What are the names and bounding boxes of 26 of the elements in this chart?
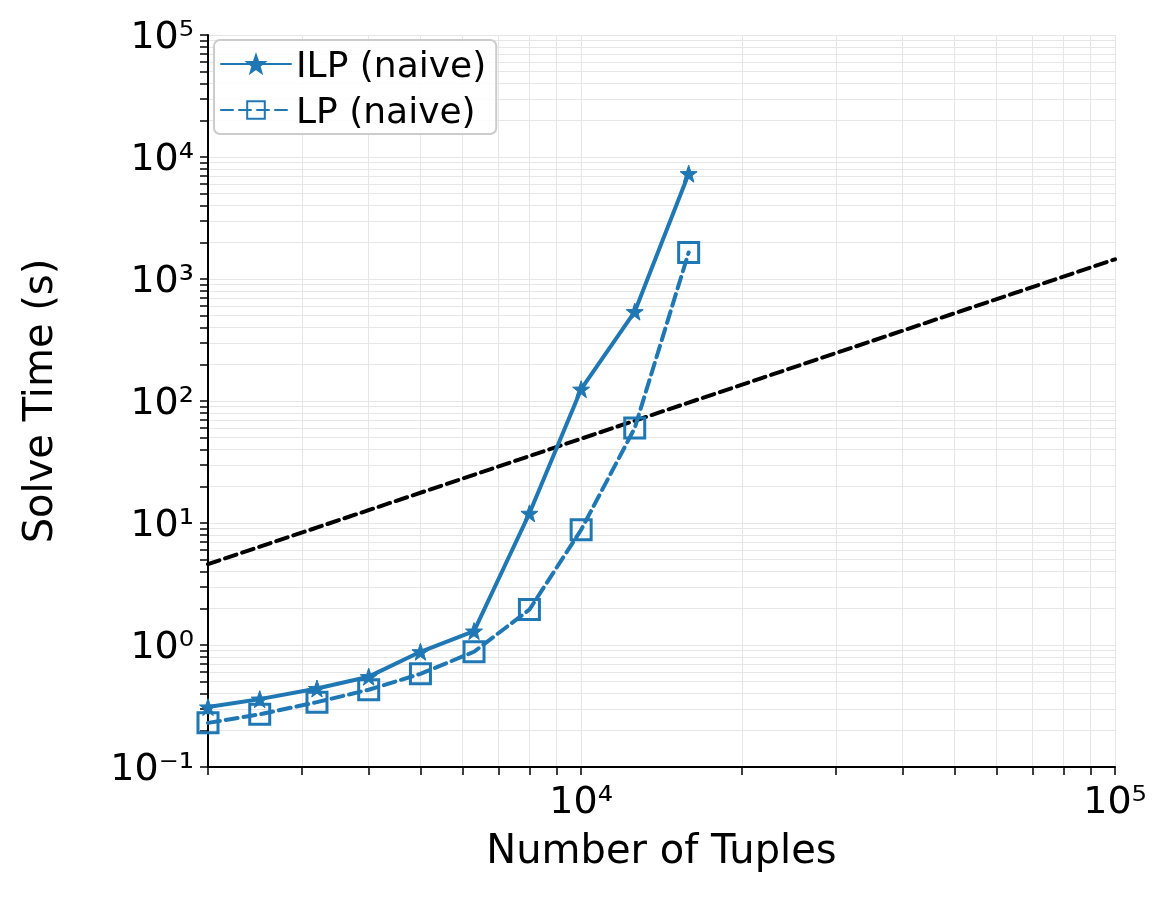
point <box>679 164 698 183</box>
y-tick-label: 10⁵ <box>130 13 194 57</box>
point <box>196 711 220 735</box>
point <box>462 640 486 664</box>
y-tick-label: 10⁴ <box>130 135 194 179</box>
point <box>517 598 541 622</box>
y-tick-label: 10⁻¹ <box>110 745 194 789</box>
point <box>465 622 484 641</box>
point <box>569 518 593 542</box>
point <box>411 642 430 661</box>
point <box>408 662 432 686</box>
x-axis-title: Number of Tuples <box>486 826 837 872</box>
legend-label: ILP (naive) <box>296 43 487 85</box>
point <box>248 702 272 726</box>
y-tick-label: 10¹ <box>130 501 194 545</box>
point <box>357 678 381 702</box>
point <box>677 240 701 264</box>
y-axis-title: Solve Time (s) <box>15 258 61 544</box>
y-tick-label: 10³ <box>130 257 194 301</box>
point <box>572 380 591 399</box>
y-tick-label: 10⁰ <box>130 623 194 667</box>
point <box>623 416 647 440</box>
point <box>625 302 644 321</box>
legend-label: LP (naive) <box>296 89 476 131</box>
y-tick-label: 10² <box>130 379 194 423</box>
point <box>520 504 539 523</box>
